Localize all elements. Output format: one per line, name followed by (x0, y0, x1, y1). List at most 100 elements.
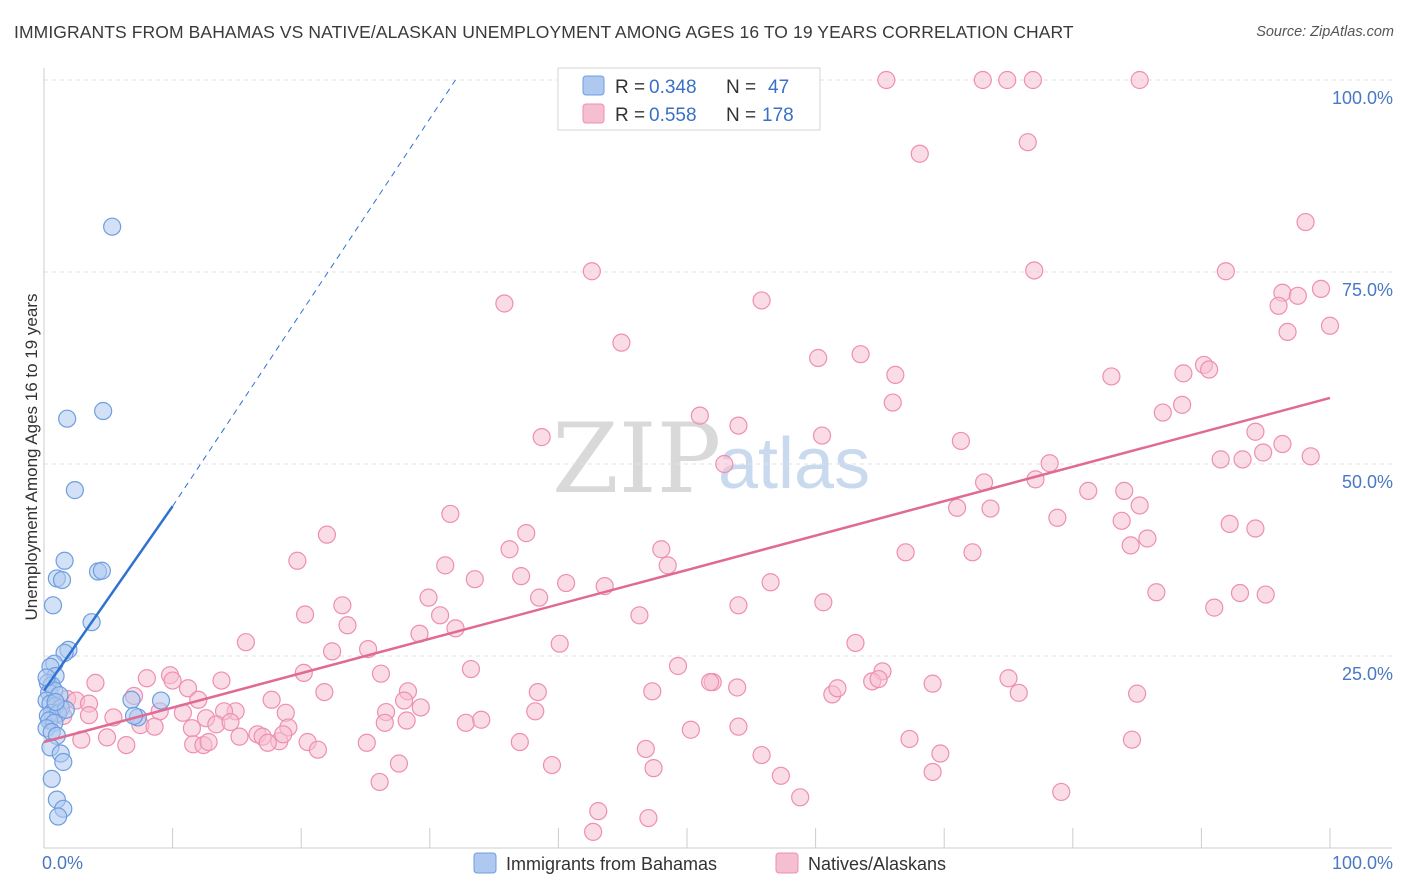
natives-alaskans-point-56 (517, 524, 536, 543)
legend-r-label-pink: R = (615, 105, 645, 126)
natives-alaskans-point-22 (886, 365, 905, 385)
natives-alaskans-point-115 (262, 690, 281, 709)
natives-alaskans-point-118 (528, 682, 547, 702)
y-tick-label-2: 75.0% (1342, 280, 1393, 300)
bahamas-point-35 (54, 752, 73, 772)
natives-alaskans-point-160 (636, 739, 655, 759)
natives-alaskans-point-31 (1173, 395, 1192, 414)
natives-alaskans-point-73 (1256, 585, 1275, 604)
x-tick-label-left: 0.0% (42, 853, 83, 873)
natives-alaskans-point-5 (910, 144, 929, 163)
natives-alaskans-point-124 (1127, 684, 1147, 703)
natives-alaskans-point-103 (163, 671, 182, 690)
natives-alaskans-point-62 (963, 543, 982, 562)
natives-alaskans-point-119 (643, 682, 662, 701)
legend-swatch-blue (582, 75, 605, 96)
y-tick-labels: 25.0% 50.0% 75.0% 100.0% (1332, 88, 1393, 684)
natives-alaskans-point-177 (589, 802, 608, 821)
bahamas-point-46 (46, 692, 65, 712)
natives-alaskans-point-134 (456, 713, 475, 732)
legend-n-label-blue: N = (726, 77, 756, 98)
legend-r-value-pink: 0.558 (649, 105, 697, 126)
legend-r-value-blue: 0.348 (649, 77, 697, 98)
x-tick-labels: 0.0% 100.0% (42, 853, 1393, 873)
bahamas-point-4 (55, 551, 74, 570)
natives-alaskans-point-26 (1174, 364, 1193, 383)
natives-alaskans-point-166 (1122, 730, 1142, 749)
natives-alaskans-point-30 (1153, 403, 1172, 422)
natives-alaskans-point-162 (729, 717, 748, 736)
natives-alaskans-point-27 (883, 393, 902, 412)
natives-alaskans-point-38 (1040, 454, 1059, 473)
natives-alaskans-point-159 (510, 732, 529, 752)
natives-alaskans-point-8 (582, 262, 601, 281)
y-tick-label-0: 25.0% (1342, 664, 1393, 684)
watermark-zip: ZIP (552, 403, 721, 515)
natives-alaskans-point-68 (557, 573, 576, 593)
legend-r-label-blue: R = (615, 77, 645, 98)
bahamas-points (37, 217, 171, 826)
natives-alaskans-point-78 (530, 588, 549, 607)
legend: R = 0.348 N = 47 R = 0.558 N = 178 (557, 67, 821, 131)
natives-alaskans-point-137 (79, 706, 99, 725)
natives-alaskans-point-157 (308, 740, 328, 759)
natives-alaskans-point-168 (375, 713, 394, 732)
natives-alaskans-point-101 (701, 673, 720, 692)
bahamas-trend-line (42, 505, 174, 692)
natives-alaskans-point-140 (145, 717, 164, 736)
natives-alaskans-point-83 (338, 616, 357, 635)
natives-alaskans-point-163 (752, 745, 771, 765)
legend-n-value-pink: 178 (762, 105, 794, 126)
natives-alaskans-point-116 (315, 682, 334, 702)
natives-alaskans-point-161 (681, 720, 700, 739)
natives-alaskans-point-21 (851, 345, 870, 364)
bahamas-point-3 (65, 481, 84, 500)
natives-alaskans-point-75 (333, 596, 352, 615)
natives-alaskans-point-11 (495, 294, 514, 313)
natives-alaskans-point-63 (1121, 536, 1140, 555)
natives-alaskans-point-6 (1018, 133, 1037, 152)
natives-alaskans-point-104 (212, 671, 231, 690)
natives-alaskans-trend-line (43, 396, 1331, 744)
natives-alaskans-point-79 (630, 606, 649, 625)
natives-alaskans-point-2 (998, 70, 1017, 90)
natives-alaskans-point-41 (1079, 481, 1098, 500)
bahamas-point-1 (58, 409, 77, 428)
natives-alaskans-point-51 (1130, 496, 1149, 515)
bahamas-point-41 (151, 691, 171, 710)
bottom-legend-label-pink: Natives/Alaskans (808, 854, 946, 874)
natives-alaskans-point-105 (137, 669, 156, 688)
bahamas-point-0 (103, 217, 122, 236)
natives-alaskans-point-55 (317, 525, 337, 544)
natives-alaskans-point-179 (639, 808, 658, 828)
legend-n-label-pink: N = (726, 105, 756, 126)
natives-alaskans-point-98 (869, 669, 888, 689)
natives-alaskans-point-29 (729, 416, 748, 435)
natives-alaskans-point-65 (288, 551, 307, 570)
natives-alaskans-point-48 (981, 499, 1000, 518)
natives-alaskans-point-14 (1288, 286, 1307, 305)
natives-alaskans-point-49 (1048, 508, 1067, 527)
natives-alaskans-point-17 (1278, 322, 1297, 342)
natives-alaskans-point-60 (658, 556, 677, 575)
natives-alaskans-point-173 (923, 762, 942, 782)
bahamas-point-2 (94, 401, 113, 421)
natives-alaskans-point-35 (1246, 422, 1265, 441)
natives-alaskans-point-20 (809, 348, 828, 368)
natives-alaskans-point-99 (923, 674, 942, 693)
natives-alaskans-points (54, 70, 1340, 841)
natives-alaskans-point-135 (472, 710, 491, 729)
bahamas-point-8 (92, 561, 111, 580)
natives-alaskans-point-96 (999, 669, 1018, 688)
natives-alaskans-point-132 (397, 711, 416, 730)
natives-alaskans-point-32 (532, 428, 551, 447)
natives-alaskans-point-175 (791, 788, 810, 807)
bahamas-point-36 (42, 769, 61, 788)
natives-alaskans-point-25 (1200, 360, 1219, 379)
natives-alaskans-point-15 (1311, 279, 1331, 298)
x-tick-label-right: 100.0% (1332, 853, 1393, 873)
natives-alaskans-point-58 (500, 540, 519, 559)
natives-alaskans-point-122 (828, 679, 847, 698)
natives-alaskans-point-120 (728, 678, 747, 697)
